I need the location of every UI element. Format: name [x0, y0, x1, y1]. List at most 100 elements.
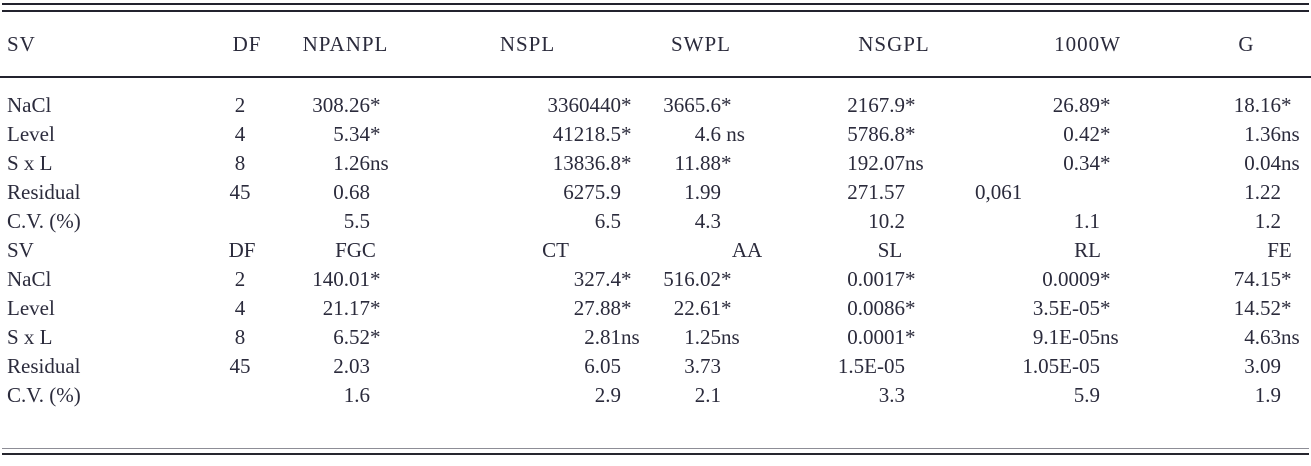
value-cell: 3665.6 * [663, 93, 732, 117]
value-cell: 3.5E-05 * [1032, 296, 1111, 320]
df-cell [205, 207, 275, 236]
value-cell: 2167.9 * [847, 93, 916, 117]
value-cell: 2.81 ns [584, 325, 640, 349]
table-row: NaCl 2 140.01 * 327.4 * 516.02 * 0.0017 * 0.0009 * 7… [0, 265, 1311, 294]
column-header: AA [731, 238, 763, 262]
column-header: SL [877, 238, 903, 262]
table-row: S x L 8 6.52 * 2.81 ns 1.25 ns 0.0001 * 9.1E-05 ns 4… [0, 323, 1311, 352]
value-cell: 13836.8 * [552, 151, 632, 175]
column-header: 1000W [935, 12, 1130, 78]
row-label-cell: C.V. (%) [7, 209, 81, 233]
table-row: Level 4 5.34 * 41218.5 * 4.6 ns 5786.8 * 0.42 * 1.3… [0, 120, 1311, 149]
value-cell: 41218.5 * [552, 122, 632, 146]
column-header: SV [0, 12, 205, 78]
secondary-header-row: SV DF FGC CT AA SL RL FE [0, 236, 1311, 265]
column-header: RL [1074, 238, 1101, 262]
value-cell: 3.09 [1244, 354, 1281, 378]
header-row: SV DF NPANPL NSPL SWPL NSGPL 1000W G [0, 12, 1311, 78]
row-label-cell: S x L [7, 151, 53, 175]
value-cell: 1.2 [1254, 209, 1281, 233]
value-cell: 6.52 * [333, 325, 381, 349]
anova-results-table: SV DF NPANPL NSPL SWPL NSGPL 1000W G NaCl 2 308.2… [0, 12, 1311, 410]
table-row: C.V. (%) 1.6 2.9 2.1 3.3 5.9 1.9 [0, 381, 1311, 410]
bottom-rule-inner [2, 448, 1309, 449]
column-header: FE [1267, 238, 1292, 262]
row-label-cell: Level [7, 122, 55, 146]
value-cell: 21.17 * [322, 296, 381, 320]
value-cell: 3.73 [684, 354, 721, 378]
value-cell: 192.07 ns [847, 151, 924, 175]
value-cell: 140.01 * [312, 267, 381, 291]
column-header: DF [205, 12, 275, 78]
top-rule-inner [2, 10, 1309, 12]
table-row: Residual 45 2.03 6.05 3.73 1.5E-05 1.05E-05 3.0… [0, 352, 1311, 381]
column-header: DF [228, 238, 256, 262]
value-cell: 0.42 * [1063, 122, 1111, 146]
value-cell: 0.0009 * [1042, 267, 1111, 291]
value-cell: 11.88 * [674, 151, 732, 175]
value-cell: 3360440 * [547, 93, 632, 117]
value-cell: 327.4 * [573, 267, 632, 291]
value-cell: 18.16 * [1233, 93, 1292, 117]
value-cell: 5.9 [1073, 383, 1100, 407]
column-header: SV [7, 238, 34, 262]
value-cell: 27.88 * [573, 296, 632, 320]
df-cell: 45 [229, 354, 251, 378]
value-cell: 0.0001 * [847, 325, 916, 349]
row-label-cell: Residual [7, 354, 81, 378]
value-cell: 1.1 [1073, 209, 1100, 233]
value-cell: 6.5 [594, 209, 621, 233]
value-cell: 0,061 [975, 180, 1023, 204]
value-cell: 0.0017 * [847, 267, 916, 291]
df-cell: 8 [234, 325, 246, 349]
table-row: Residual 45 0.68 6275.9 1.99 271.57 0,061 1.22 [0, 178, 1311, 207]
value-cell: 5786.8 * [847, 122, 916, 146]
value-cell: 0.68 [333, 180, 370, 204]
df-cell: 2 [234, 267, 246, 291]
row-label-cell: Level [7, 296, 55, 320]
table-row: S x L 8 1.26 ns 13836.8 * 11.88 * 192.07 ns 0.34 * 0… [0, 149, 1311, 178]
top-rule-outer [2, 3, 1309, 5]
value-cell: 4.6 ns [694, 122, 745, 146]
table-header: SV DF NPANPL NSPL SWPL NSGPL 1000W G [0, 12, 1311, 78]
df-cell: 8 [234, 151, 246, 175]
df-cell [205, 381, 275, 410]
value-cell: 10.2 [868, 209, 905, 233]
value-cell: 4.3 [694, 209, 721, 233]
value-cell: 26.89 * [1052, 93, 1111, 117]
value-cell: 5.34 * [333, 122, 381, 146]
bottom-rule-outer [2, 453, 1309, 455]
value-cell: 6275.9 [563, 180, 621, 204]
value-cell: 2.03 [333, 354, 370, 378]
df-cell: 4 [234, 122, 246, 146]
df-cell: 4 [234, 296, 246, 320]
value-cell: 22.61 * [673, 296, 732, 320]
df-cell: 2 [234, 93, 246, 117]
value-cell: 1.25 ns [684, 325, 740, 349]
row-label-cell: NaCl [7, 93, 52, 117]
value-cell: 516.02 * [663, 267, 732, 291]
df-cell: 45 [229, 180, 251, 204]
value-cell: 14.52 * [1233, 296, 1292, 320]
column-header: NPANPL [275, 12, 400, 78]
column-header: G [1130, 12, 1311, 78]
value-cell: 5.5 [343, 209, 370, 233]
value-cell: 0.0086 * [847, 296, 916, 320]
column-header: SWPL [651, 12, 751, 78]
value-cell: 6.05 [584, 354, 621, 378]
column-header: NSGPL [751, 12, 935, 78]
value-cell: 1.99 [684, 180, 721, 204]
value-cell: 74.15 * [1233, 267, 1292, 291]
column-header: NSPL [400, 12, 651, 78]
table-row: Level 4 21.17 * 27.88 * 22.61 * 0.0086 * 3.5E-05 * 1… [0, 294, 1311, 323]
value-cell: 2.9 [594, 383, 621, 407]
value-cell: 1.9 [1254, 383, 1281, 407]
value-cell: 1.36 ns [1244, 122, 1300, 146]
value-cell: 1.26 ns [333, 151, 389, 175]
value-cell: 3.3 [878, 383, 905, 407]
table-body: NaCl 2 308.26 * 3360440 * 3665.6 * 2167.9 * 26.89 *… [0, 77, 1311, 410]
row-label-cell: C.V. (%) [7, 383, 81, 407]
column-header: FGC [335, 238, 376, 262]
value-cell: 9.1E-05 ns [1032, 325, 1119, 349]
value-cell: 1.6 [343, 383, 370, 407]
